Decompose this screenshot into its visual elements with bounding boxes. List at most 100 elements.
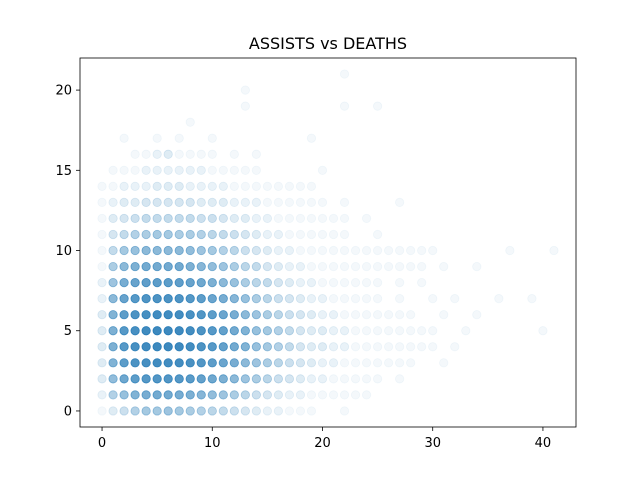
scatter-point bbox=[317, 278, 328, 288]
scatter-point bbox=[284, 294, 295, 304]
x-axis-ticks: 0 10 20 30 40 bbox=[98, 427, 551, 451]
scatter-point bbox=[372, 310, 383, 320]
scatter-point bbox=[251, 294, 261, 304]
scatter-point bbox=[273, 197, 283, 207]
scatter-point bbox=[306, 310, 317, 320]
scatter-point bbox=[295, 406, 306, 416]
scatter-point bbox=[218, 310, 228, 320]
scatter-point bbox=[152, 390, 162, 400]
scatter-point bbox=[163, 390, 173, 400]
scatter-point bbox=[185, 390, 195, 400]
scatter-point bbox=[196, 390, 206, 400]
plot-frame bbox=[79, 57, 577, 428]
scatter-point bbox=[229, 342, 239, 352]
scatter-point bbox=[350, 390, 361, 400]
scatter-point bbox=[306, 390, 317, 400]
scatter-point bbox=[240, 101, 250, 111]
scatter-point bbox=[339, 261, 350, 272]
scatter-point bbox=[141, 213, 151, 224]
scatter-point bbox=[229, 261, 239, 272]
scatter-point bbox=[284, 278, 295, 288]
scatter-point bbox=[141, 165, 151, 175]
scatter-point bbox=[174, 181, 184, 191]
scatter-point bbox=[207, 390, 217, 400]
scatter-point bbox=[284, 181, 295, 191]
scatter-point bbox=[262, 390, 272, 400]
y-tick-label: 20 bbox=[55, 84, 72, 99]
scatter-point bbox=[130, 310, 140, 320]
scatter-point bbox=[306, 181, 317, 191]
scatter-point bbox=[163, 245, 173, 256]
scatter-point bbox=[130, 213, 140, 224]
scatter-point bbox=[339, 294, 350, 304]
scatter-point bbox=[229, 374, 239, 384]
scatter-point bbox=[152, 197, 162, 207]
scatter-point bbox=[306, 326, 317, 336]
scatter-point bbox=[218, 245, 228, 256]
scatter-point bbox=[152, 149, 162, 159]
scatter-point bbox=[251, 213, 261, 224]
scatter-point bbox=[406, 310, 416, 320]
scatter-point bbox=[141, 261, 151, 272]
scatter-point bbox=[174, 390, 184, 400]
scatter-point bbox=[218, 165, 228, 175]
scatter-point bbox=[339, 358, 350, 368]
scatter-point bbox=[428, 326, 438, 336]
scatter-point bbox=[240, 294, 250, 304]
scatter-point bbox=[251, 229, 261, 240]
scatter-point bbox=[163, 213, 173, 224]
scatter-point bbox=[306, 261, 317, 272]
scatter-point bbox=[196, 245, 206, 256]
scatter-point bbox=[339, 374, 350, 384]
scatter-point bbox=[218, 358, 228, 368]
scatter-point bbox=[472, 310, 482, 320]
scatter-point bbox=[262, 261, 272, 272]
scatter-point bbox=[284, 358, 295, 368]
scatter-point bbox=[273, 406, 283, 416]
scatter-point bbox=[130, 342, 140, 352]
y-tick-label: 10 bbox=[55, 244, 72, 259]
scatter-point bbox=[97, 261, 107, 272]
scatter-point bbox=[141, 358, 151, 368]
scatter-point bbox=[185, 117, 195, 127]
scatter-point bbox=[295, 390, 306, 400]
scatter-point bbox=[229, 149, 239, 159]
scatter-point bbox=[350, 261, 361, 272]
scatter-point bbox=[174, 294, 184, 304]
scatter-point bbox=[262, 294, 272, 304]
x-tick-label: 30 bbox=[424, 436, 441, 451]
scatter-point bbox=[328, 326, 339, 336]
scatter-point bbox=[284, 374, 295, 384]
scatter-point bbox=[141, 310, 151, 320]
scatter-point bbox=[130, 197, 140, 207]
scatter-point bbox=[240, 342, 250, 352]
scatter-point bbox=[207, 261, 217, 272]
scatter-point bbox=[284, 390, 295, 400]
scatter-point bbox=[240, 181, 250, 191]
y-axis-ticks: 0 5 10 15 20 bbox=[55, 84, 80, 419]
scatter-point bbox=[207, 181, 217, 191]
scatter-point bbox=[361, 390, 372, 400]
scatter-point bbox=[339, 69, 350, 79]
scatter-point bbox=[218, 390, 228, 400]
scatter-point bbox=[306, 229, 317, 240]
scatter-point bbox=[130, 245, 140, 256]
scatter-point bbox=[218, 342, 228, 352]
scatter-point bbox=[229, 197, 239, 207]
scatter-point bbox=[152, 229, 162, 240]
scatter-point bbox=[240, 197, 250, 207]
scatter-point bbox=[174, 310, 184, 320]
scatter-point bbox=[97, 374, 107, 384]
scatter-point bbox=[97, 406, 107, 416]
scatter-point bbox=[119, 294, 129, 304]
scatter-point bbox=[372, 358, 383, 368]
scatter-point bbox=[185, 342, 195, 352]
scatter-point bbox=[108, 197, 118, 207]
scatter-point bbox=[97, 278, 107, 288]
scatter-point bbox=[339, 197, 350, 207]
scatter-point bbox=[97, 310, 107, 320]
scatter-point bbox=[174, 326, 184, 336]
scatter-point bbox=[229, 229, 239, 240]
scatter-point bbox=[119, 278, 129, 288]
